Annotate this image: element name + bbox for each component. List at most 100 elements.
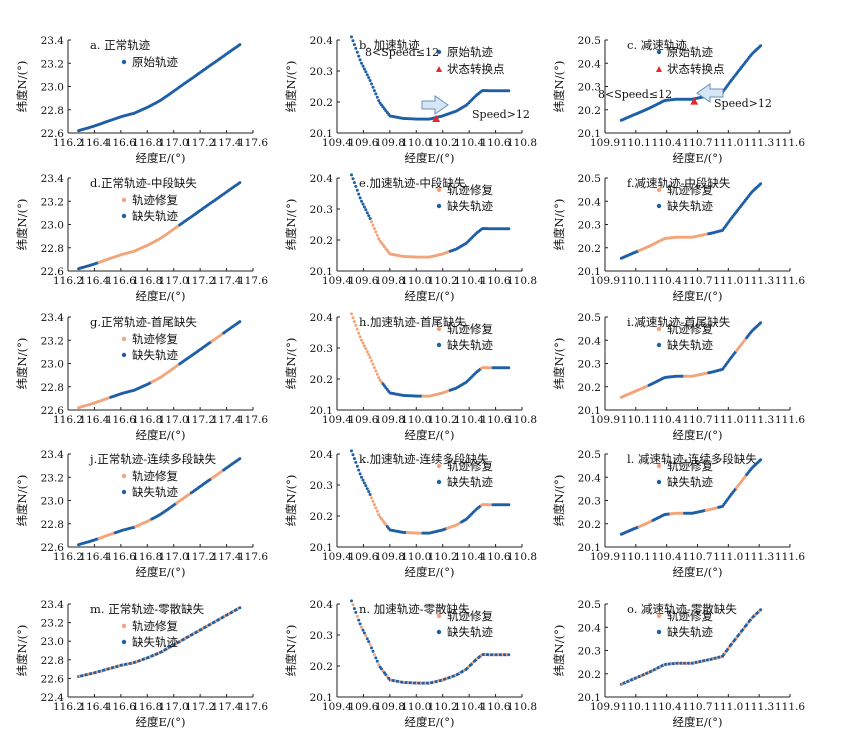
x-axis-label: 经度E/(°): [405, 565, 455, 579]
y-tick-label: 23.0: [41, 359, 64, 371]
y-tick-label: 22.6: [41, 542, 65, 554]
trajectory-point: [351, 177, 355, 181]
trajectory-point: [374, 230, 378, 234]
y-tick-label: 22.4: [41, 692, 65, 704]
panel-a: 116.2116.4116.6116.8117.0117.2117.4117.6…: [15, 35, 268, 165]
x-tick-label: 109.4: [322, 275, 352, 287]
trajectory-point: [352, 43, 356, 47]
trajectory-point: [364, 208, 368, 212]
legend-marker-repair: [656, 326, 662, 332]
y-tick-label: 20.1: [578, 405, 601, 417]
trajectory-point: [371, 362, 375, 366]
y-tick-label: 20.2: [578, 105, 601, 117]
legend-marker-repair: [436, 613, 442, 619]
y-tick-label: 20.3: [310, 630, 333, 642]
trajectory-point: [507, 366, 511, 370]
legend-label: 缺失轨迹: [667, 625, 713, 639]
panel-title: i.减速轨迹-首尾缺失: [627, 315, 731, 329]
y-axis-label: 纬度N/(°): [15, 199, 29, 251]
y-tick-label: 20.5: [578, 449, 601, 461]
y-tick-label: 20.3: [578, 359, 601, 371]
trajectory-point: [351, 39, 355, 43]
y-tick-label: 20.4: [310, 35, 334, 47]
legend-marker-repair: [436, 463, 442, 469]
panel-title: f.减速轨迹-中段缺失: [627, 176, 731, 190]
x-tick-label: 111.0: [713, 551, 743, 563]
trajectory-point: [372, 366, 376, 370]
x-tick-label: 110.8: [507, 551, 537, 563]
panel-k: 109.4109.6109.8110.0110.2110.4110.6110.8…: [284, 449, 537, 579]
x-tick-label: 117.6: [238, 137, 268, 149]
trajectory-point: [759, 321, 763, 325]
trajectory-point: [354, 460, 358, 464]
trajectory-point: [368, 356, 372, 359]
x-tick-label: 117.6: [238, 701, 268, 713]
trajectory-point: [354, 610, 358, 614]
x-tick-label: 110.8: [507, 137, 537, 149]
y-tick-label: 20.4: [578, 335, 602, 347]
y-tick-label: 20.1: [578, 542, 601, 554]
y-tick-label: 23.2: [41, 618, 64, 630]
panel-title: e.加速轨迹-中段缺失: [359, 176, 466, 190]
x-tick-label: 116.4: [79, 701, 109, 713]
trajectory-point: [350, 173, 353, 177]
y-tick-label: 20.3: [310, 480, 333, 492]
x-tick-label: 110.2: [428, 414, 458, 426]
trajectory-point: [357, 331, 361, 335]
y-tick-label: 20.2: [578, 519, 601, 531]
trajectory-point: [367, 490, 371, 494]
x-tick-label: 117.2: [185, 137, 215, 149]
y-tick-label: 20.3: [578, 646, 601, 658]
panel-d: 116.2116.4116.6116.8117.0117.2117.4117.6…: [15, 173, 268, 303]
x-tick-label: 117.2: [185, 551, 215, 563]
y-tick-label: 23.4: [41, 599, 65, 611]
trajectory-point: [367, 353, 371, 357]
x-tick-label: 117.4: [212, 275, 242, 287]
x-tick-label: 110.2: [428, 701, 458, 713]
y-tick-label: 20.2: [310, 511, 333, 523]
x-tick-label: 109.4: [322, 701, 352, 713]
y-axis-label: 纬度N/(°): [284, 625, 298, 677]
trajectory-point: [350, 35, 353, 39]
y-tick-label: 20.4: [578, 58, 602, 70]
trajectory-point: [370, 646, 373, 650]
trajectory-point: [350, 312, 353, 316]
trajectory-point: [357, 468, 361, 472]
trajectory-point: [759, 608, 763, 612]
trajectory-point: [362, 67, 366, 71]
legend-label: 缺失轨迹: [447, 625, 493, 639]
y-tick-label: 20.4: [578, 196, 602, 208]
x-axis-label: 经度E/(°): [136, 289, 186, 303]
x-tick-label: 109.6: [348, 414, 378, 426]
legend-label: 轨迹修复: [667, 459, 713, 473]
y-tick-label: 20.1: [310, 405, 333, 417]
trajectory-point: [370, 220, 373, 224]
x-tick-label: 111.0: [713, 414, 743, 426]
x-tick-label: 110.8: [507, 275, 537, 287]
x-tick-label: 109.6: [348, 137, 378, 149]
x-axis-label: 经度E/(°): [136, 428, 186, 442]
x-axis-label: 经度E/(°): [673, 289, 723, 303]
trajectory-point: [238, 320, 242, 324]
trajectory-point: [364, 484, 368, 488]
panel-i: 109.9 110.1 110.4 110.7 111.0 111.3 111.6 20.1 2…: [552, 312, 805, 442]
trajectory-point: [355, 464, 359, 468]
x-tick-label: 109.4: [322, 414, 352, 426]
panel-title: n. 加速轨迹-零散缺失: [359, 602, 470, 616]
panel-o: 109.9 110.1 110.4 110.7 111.0 111.3 111.6 20.1 2…: [552, 599, 805, 729]
trajectory-point: [351, 316, 355, 320]
trajectory-point: [371, 223, 375, 227]
legend-marker-repair: [656, 187, 662, 193]
panel-title: k.加速轨迹-连续多段缺失: [359, 452, 489, 466]
trajectory-point: [238, 606, 242, 610]
y-tick-label: 23.4: [41, 35, 65, 47]
trajectory-point: [355, 614, 359, 618]
x-tick-label: 116.6: [106, 414, 136, 426]
y-axis-label: 纬度N/(°): [284, 475, 298, 527]
legend-label: 轨迹修复: [667, 322, 713, 336]
x-tick-label: 117.0: [159, 551, 189, 563]
x-tick-label: 116.8: [132, 137, 162, 149]
panel-m: 116.2116.4116.6116.8117.0117.2117.4117.6…: [15, 599, 268, 729]
trajectory-point: [360, 475, 363, 479]
